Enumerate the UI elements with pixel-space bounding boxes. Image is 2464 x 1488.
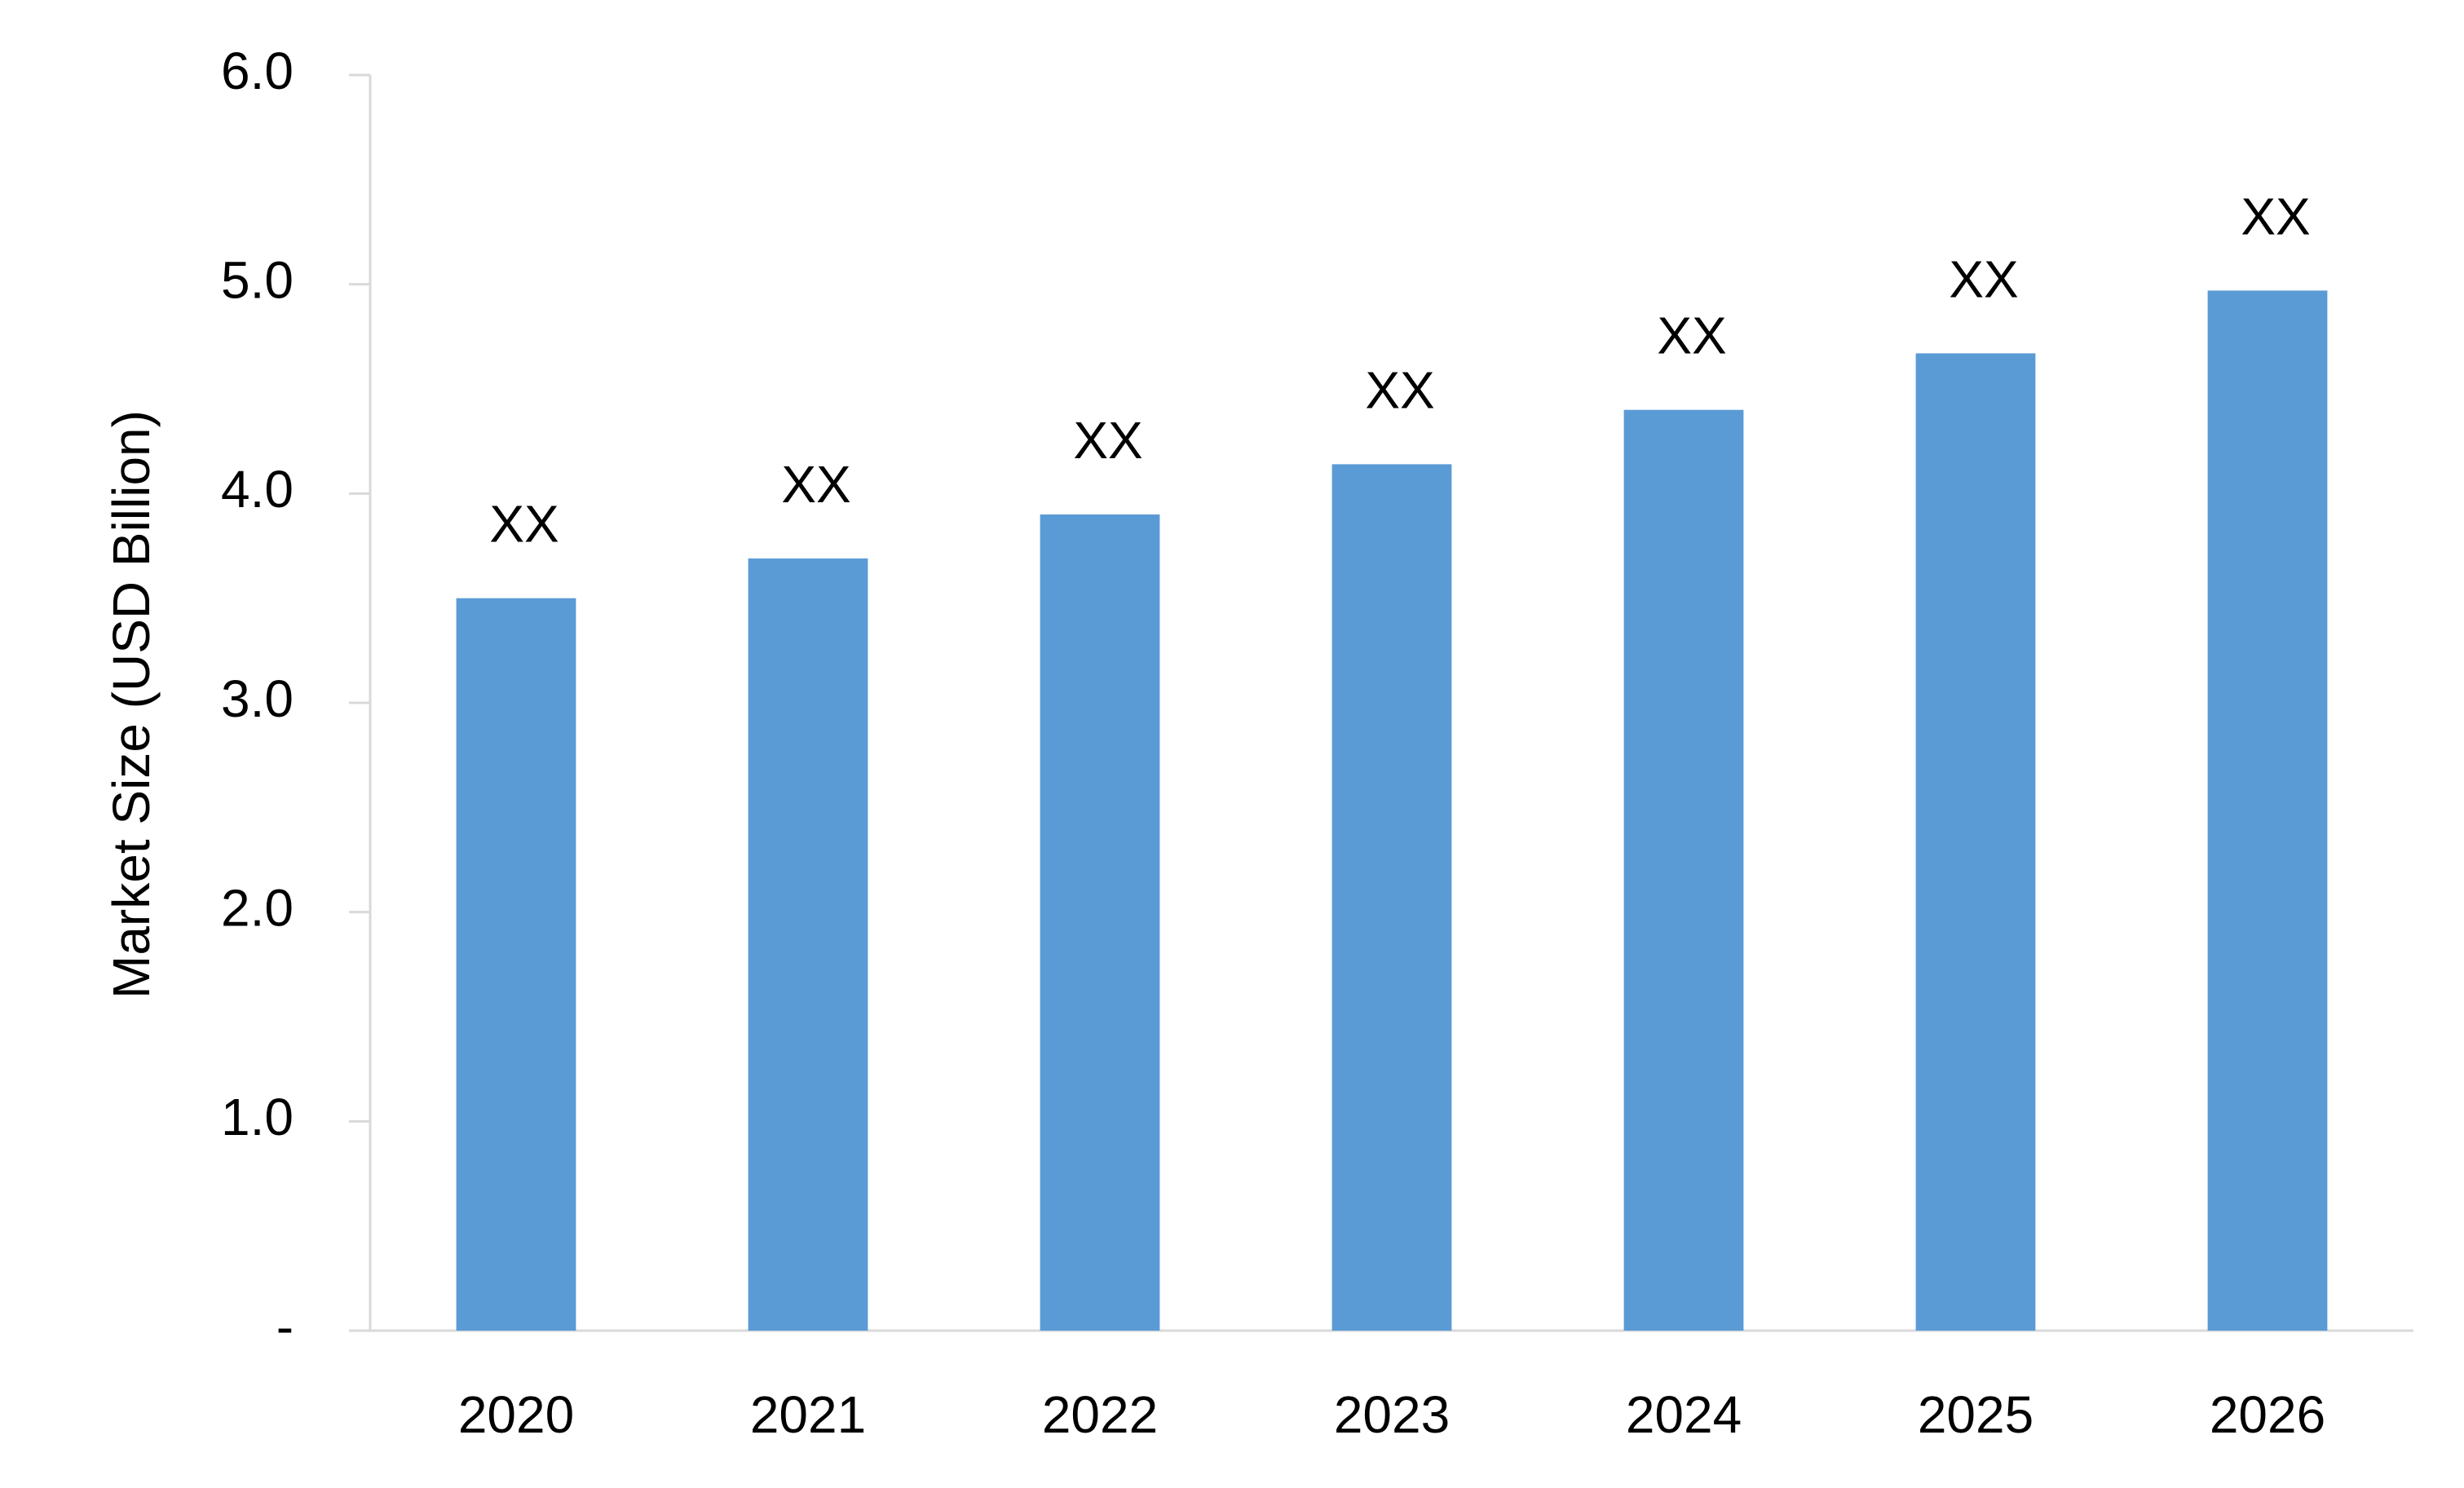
data-label: XX bbox=[2241, 187, 2310, 245]
x-tick-label: 2026 bbox=[2210, 1385, 2325, 1444]
y-tick-label: 5.0 bbox=[221, 251, 294, 310]
bar bbox=[1915, 353, 2036, 1331]
y-tick-label: 3.0 bbox=[221, 669, 294, 728]
x-tick-label: 2022 bbox=[1042, 1385, 1158, 1444]
data-label: XX bbox=[489, 495, 559, 554]
y-tick-label: 1.0 bbox=[221, 1088, 294, 1146]
data-label: XX bbox=[1073, 411, 1142, 470]
y-tick-label: 6.0 bbox=[221, 42, 294, 100]
data-label: XX bbox=[1657, 307, 1726, 365]
x-tick-label: 2025 bbox=[1918, 1385, 2033, 1444]
data-label: XX bbox=[781, 455, 850, 514]
y-tick-label: 4.0 bbox=[221, 460, 294, 519]
bar bbox=[456, 598, 576, 1331]
bar bbox=[748, 558, 868, 1331]
x-tick-label: 2024 bbox=[1626, 1385, 1742, 1444]
data-label: XX bbox=[1365, 360, 1434, 419]
y-axis-label: Market Size (USD Billion) bbox=[102, 410, 161, 999]
bar bbox=[2207, 290, 2328, 1331]
bar bbox=[1331, 464, 1452, 1331]
x-tick-label: 2021 bbox=[750, 1385, 866, 1444]
y-tick-label: 2.0 bbox=[221, 879, 294, 938]
x-tick-label: 2020 bbox=[458, 1385, 574, 1444]
bar bbox=[1623, 409, 1744, 1331]
y-tick-label: - bbox=[276, 1297, 294, 1356]
bar bbox=[1040, 514, 1160, 1331]
data-label: XX bbox=[1949, 249, 2018, 308]
x-tick-label: 2023 bbox=[1334, 1385, 1450, 1444]
